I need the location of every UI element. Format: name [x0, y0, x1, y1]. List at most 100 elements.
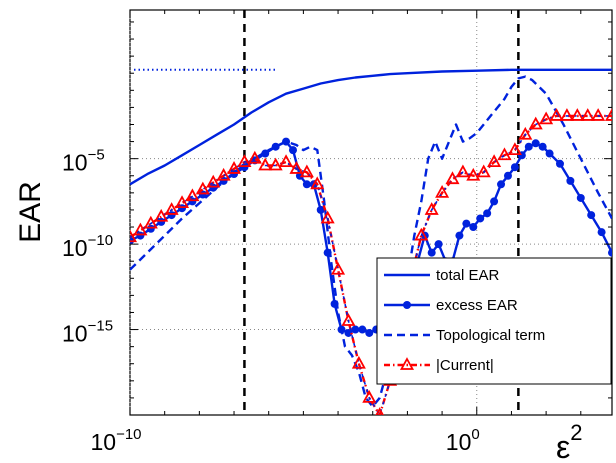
series-point — [143, 215, 158, 229]
series-point — [608, 248, 612, 257]
series-point — [539, 111, 554, 125]
series-line-2 — [130, 75, 612, 408]
series-point — [299, 164, 314, 178]
series-point — [206, 174, 221, 188]
series-point — [237, 154, 252, 167]
axis-ticks — [129, 10, 612, 416]
series-point — [164, 202, 179, 215]
series-point — [531, 139, 540, 148]
series-point — [580, 108, 595, 121]
series-point — [362, 390, 377, 403]
series-point — [570, 108, 585, 121]
series-point — [282, 137, 291, 146]
series-point — [185, 188, 200, 202]
series-point — [154, 208, 169, 222]
series-point — [466, 167, 481, 181]
tick-labels: 10−10 100 10−5 10−10 10−15 — [62, 147, 480, 455]
x-axis-label-base: ε — [556, 429, 570, 463]
series-point — [310, 176, 325, 190]
series-point — [279, 154, 294, 167]
series-line-0 — [130, 68, 612, 186]
series-point — [476, 214, 485, 223]
legend-marker — [403, 301, 411, 309]
series-point — [559, 108, 574, 121]
series-point — [510, 163, 519, 172]
series-point — [358, 325, 367, 334]
series-point — [341, 313, 356, 326]
series-point — [289, 161, 304, 174]
series-point — [524, 142, 533, 151]
series-point — [497, 180, 506, 189]
series-point — [365, 328, 374, 337]
series-point — [503, 171, 512, 180]
x-tick-label-1: 100 — [446, 426, 480, 455]
legend-label-0: total EAR — [436, 267, 500, 284]
series-point — [258, 157, 273, 171]
series-point — [351, 355, 366, 369]
series-point — [227, 161, 242, 174]
series-point — [133, 222, 148, 236]
series-point — [490, 197, 499, 206]
series-point — [469, 223, 478, 232]
series-point — [271, 142, 280, 151]
series-point — [146, 224, 155, 233]
series-point — [375, 407, 384, 415]
series-point — [261, 149, 270, 158]
series-point — [268, 157, 283, 171]
series-point — [545, 149, 554, 158]
series-point — [487, 154, 502, 167]
series-point — [174, 195, 190, 209]
series-point — [424, 202, 439, 215]
series-point — [216, 167, 231, 181]
series-point — [555, 159, 564, 168]
legend-label-1: excess EAR — [436, 297, 518, 314]
series-point — [435, 184, 450, 198]
x-axis-label: ε2 — [556, 420, 583, 463]
series-point — [518, 126, 533, 140]
series-point — [455, 231, 464, 240]
series-point — [528, 116, 543, 130]
series-point — [538, 142, 547, 151]
series-point — [445, 171, 460, 185]
series-point — [344, 328, 353, 337]
legend-label-2: Topological term — [436, 327, 545, 344]
legend-marker — [399, 357, 415, 370]
series-point — [566, 176, 575, 185]
legend-box — [376, 257, 612, 385]
series-point — [462, 219, 471, 228]
series-point — [591, 108, 606, 121]
series-point — [576, 193, 585, 202]
series-point — [476, 164, 491, 178]
series-line-3 — [130, 114, 612, 415]
y-tick-label-1: 10−10 — [62, 232, 113, 261]
y-axis-label: EAR — [14, 181, 47, 243]
legend: total EAR excess EAR Topological term |Curr… — [376, 257, 612, 385]
x-tick-label-0: 10−10 — [90, 426, 141, 455]
series-point — [507, 142, 522, 156]
series-point — [130, 229, 138, 243]
legend-label-3: |Current| — [436, 357, 494, 374]
series-point — [483, 209, 492, 218]
series-point — [549, 108, 564, 121]
series-point — [587, 211, 596, 220]
series-point — [316, 205, 325, 214]
series-point — [434, 240, 443, 249]
series-point — [414, 227, 429, 241]
series-point — [331, 261, 346, 275]
y-tick-label-0: 10−5 — [62, 147, 105, 176]
series-point — [455, 164, 470, 178]
series-line-overlay-3 — [130, 115, 612, 415]
series-0 — [130, 68, 612, 186]
series-point — [604, 108, 612, 121]
series-point — [195, 181, 210, 195]
series-point — [247, 150, 262, 164]
y-tick-label-2: 10−15 — [62, 318, 113, 347]
x-axis-label-exponent: 2 — [570, 420, 582, 445]
series-point — [288, 146, 297, 155]
series-point — [427, 248, 436, 257]
series-point — [320, 210, 335, 224]
series-point — [497, 147, 512, 161]
series-2 — [130, 75, 612, 408]
series-point — [597, 228, 606, 237]
